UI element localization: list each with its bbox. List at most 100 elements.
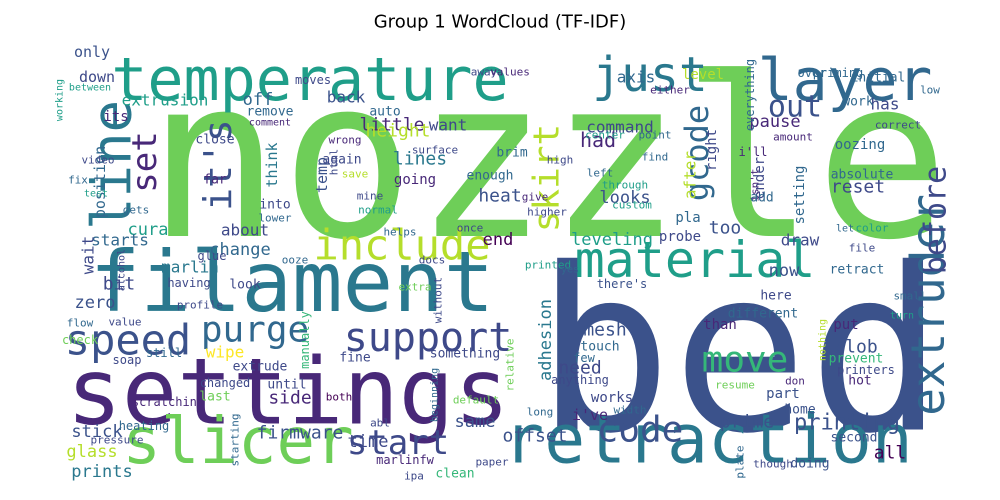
word: everything xyxy=(743,59,757,131)
word: ipa xyxy=(404,470,424,483)
word: retraction xyxy=(503,401,912,480)
word: having xyxy=(167,276,210,290)
word: heat xyxy=(478,186,521,207)
word: settings xyxy=(66,339,509,446)
word: few xyxy=(573,351,595,365)
word: amount xyxy=(773,131,813,144)
word: priming xyxy=(813,66,864,80)
word: retract xyxy=(830,263,885,278)
word: height xyxy=(365,121,430,142)
word: had xyxy=(580,128,616,152)
word: absolute xyxy=(831,168,894,183)
word: starts xyxy=(91,231,149,250)
word: anything xyxy=(551,373,609,387)
word: isn't xyxy=(749,168,762,201)
word: save xyxy=(342,168,369,181)
word: far xyxy=(203,173,227,188)
word: last xyxy=(199,390,230,405)
word: there's xyxy=(597,277,648,291)
word: draw xyxy=(781,231,820,250)
word: soap xyxy=(113,353,142,367)
word: again xyxy=(322,153,361,168)
word: alcohol xyxy=(117,249,128,291)
word: put xyxy=(833,317,858,333)
word: glue xyxy=(198,249,227,263)
word: turn xyxy=(890,311,914,322)
word: extra xyxy=(398,281,431,294)
word: higher xyxy=(527,206,567,219)
word: abl xyxy=(370,417,390,430)
word: normal xyxy=(358,204,398,217)
word: values xyxy=(490,66,530,79)
word: though xyxy=(753,458,793,471)
word: small xyxy=(893,290,926,303)
word: back xyxy=(327,88,366,107)
word: layer xyxy=(758,46,933,114)
word: setting xyxy=(792,165,808,224)
word: docs xyxy=(419,254,446,267)
word: prints xyxy=(71,462,132,482)
word: i'll xyxy=(739,145,768,159)
word: prime xyxy=(720,412,774,433)
word: probe xyxy=(659,229,701,245)
word: works xyxy=(591,390,633,406)
word: manually xyxy=(298,311,312,369)
word: long xyxy=(527,406,554,419)
word: printers xyxy=(837,363,895,377)
word: want xyxy=(429,116,468,135)
word: html xyxy=(328,149,341,176)
word: plate xyxy=(734,445,747,478)
word: different xyxy=(728,307,798,322)
word: home xyxy=(784,403,815,418)
word: think xyxy=(263,142,281,187)
word: set xyxy=(125,131,165,192)
word: about xyxy=(221,221,269,240)
word: working xyxy=(55,79,66,121)
word: start xyxy=(347,423,449,463)
word: off xyxy=(243,90,274,110)
word: check xyxy=(62,333,99,347)
word: either xyxy=(650,84,690,97)
word: over xyxy=(798,66,827,80)
word: between xyxy=(69,83,111,94)
word: end xyxy=(483,230,514,250)
word: add xyxy=(750,191,773,206)
word: give xyxy=(522,191,549,204)
word: color xyxy=(855,222,888,235)
word: point xyxy=(638,129,671,142)
word: extrusion xyxy=(122,91,209,110)
word: temp xyxy=(313,157,331,193)
word: out xyxy=(768,90,822,125)
word: side xyxy=(268,388,311,409)
word: gcode xyxy=(678,105,716,201)
word: enough xyxy=(467,169,514,184)
word: lower xyxy=(258,212,291,225)
word: looks xyxy=(599,188,650,208)
word: time xyxy=(348,432,389,452)
word: has xyxy=(871,95,900,114)
word: touch xyxy=(580,340,619,355)
word: going xyxy=(394,172,436,188)
word: printed xyxy=(525,259,571,272)
word: width xyxy=(613,404,646,417)
word: mine xyxy=(357,190,384,203)
word: heating xyxy=(119,419,170,433)
word: wipe xyxy=(206,343,245,362)
word: gets xyxy=(123,204,150,217)
word: skirt xyxy=(527,124,568,232)
word: position xyxy=(91,146,109,218)
word: lines xyxy=(393,149,447,170)
word: material xyxy=(575,231,816,289)
word: profile xyxy=(177,299,223,312)
word: find xyxy=(642,151,669,164)
word: pause xyxy=(749,112,800,132)
word: nozzle xyxy=(147,31,949,289)
word: filament xyxy=(90,233,495,331)
word: brim xyxy=(496,146,527,161)
word: only xyxy=(74,43,110,61)
word: level xyxy=(682,67,724,83)
word: after xyxy=(681,151,700,200)
word: marlinfw xyxy=(376,453,435,467)
